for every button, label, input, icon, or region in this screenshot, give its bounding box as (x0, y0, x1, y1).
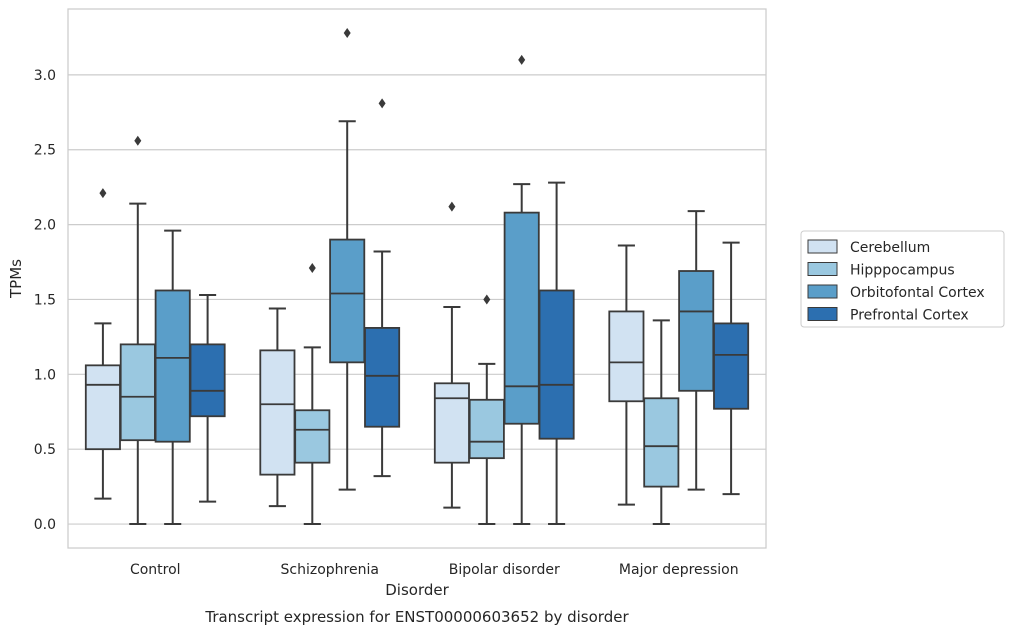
outlier-point (99, 188, 107, 199)
outlier-point (134, 135, 142, 146)
y-tick-label: 0.0 (34, 517, 56, 533)
legend-label: Prefrontal Cortex (850, 308, 969, 324)
box-1-2 (329, 27, 366, 491)
box-2-1 (468, 294, 505, 526)
y-axis-label: TPMs (7, 259, 25, 299)
box-2-2 (503, 54, 540, 526)
legend-frame (800, 230, 1005, 328)
box-body (84, 364, 121, 451)
plot-frame (67, 8, 767, 549)
y-tick-label: 2.5 (34, 143, 56, 159)
box-body (364, 327, 401, 428)
box-2-3 (538, 181, 575, 526)
legend-swatch (807, 262, 838, 276)
y-tick-label: 3.0 (34, 68, 56, 84)
y-tick-labels: 0.0 0.5 1.0 1.5 2.0 2.5 3.0 (34, 68, 56, 533)
box-0-1 (119, 135, 156, 526)
x-tick-labels: Control Schizophrenia Bipolar disorder Majo… (130, 562, 739, 578)
box-body (608, 310, 645, 403)
box-body (713, 322, 750, 410)
y-tick-label: 1.0 (34, 367, 56, 383)
box-body (329, 238, 366, 364)
legend-label: Orbitofontal Cortex (850, 285, 985, 301)
outlier-point (483, 294, 491, 305)
box-1-1 (294, 263, 331, 526)
outlier-point (518, 54, 526, 65)
box-body (538, 289, 575, 440)
legend-label: Cerebellum (850, 240, 930, 256)
y-tick-label: 2.0 (34, 218, 56, 234)
y-tick-label: 1.5 (34, 292, 56, 308)
box-0-0 (84, 188, 121, 500)
legend-swatch (807, 307, 838, 321)
x-axis-label: Disorder (385, 581, 449, 599)
box-body (433, 382, 470, 464)
box-body (154, 289, 191, 443)
chart-caption: Transcript expression for ENST0000060365… (204, 608, 629, 626)
box-body (503, 211, 540, 425)
box-body (678, 270, 715, 392)
legend-label: Hipppocampus (850, 263, 955, 279)
x-tick-label: Control (130, 562, 181, 578)
box-1-0 (259, 307, 296, 508)
y-tick-label: 0.5 (34, 442, 56, 458)
boxes (84, 27, 750, 526)
box-0-3 (189, 293, 226, 503)
legend-swatch (807, 239, 838, 254)
box-1-3 (364, 98, 401, 478)
box-0-2 (154, 229, 191, 526)
box-3-3 (713, 241, 750, 496)
outlier-point (343, 27, 351, 38)
box-3-0 (608, 244, 645, 506)
x-tick-label: Schizophrenia (281, 562, 379, 578)
outlier-point (378, 98, 386, 109)
box-body (468, 398, 505, 460)
box-body (119, 343, 156, 442)
legend-swatch (807, 284, 838, 299)
x-tick-label: Major depression (619, 562, 739, 578)
box-body (643, 397, 680, 488)
box-3-2 (678, 210, 715, 491)
legend: Cerebellum Hipppocampus Orbitofontal Corte… (800, 230, 1005, 328)
outlier-point (308, 263, 316, 274)
box-2-0 (433, 201, 470, 509)
x-tick-label: Bipolar disorder (449, 562, 560, 578)
box-3-1 (643, 319, 680, 526)
box-body (189, 343, 226, 418)
box-body (294, 409, 331, 464)
outlier-point (448, 201, 456, 212)
box-body (259, 349, 296, 476)
